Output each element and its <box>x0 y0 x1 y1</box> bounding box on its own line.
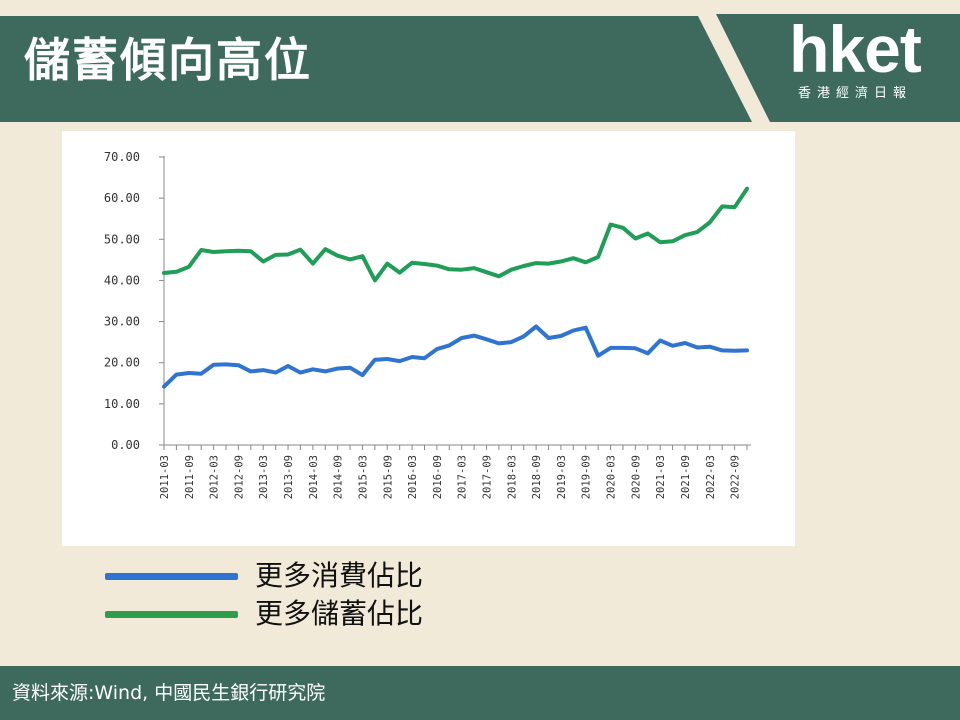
footer-banner: 資料來源:Wind, 中國民生銀行研究院 <box>0 666 960 720</box>
x-tick-label: 2021-09 <box>680 455 692 499</box>
hket-logo-subtitle: 香港經濟日報 <box>797 86 912 101</box>
title-banner <box>0 16 752 122</box>
banner-shapes <box>0 14 960 122</box>
x-tick-label: 2022-09 <box>730 455 742 499</box>
y-tick-label: 50.00 <box>104 232 140 246</box>
x-tick-label: 2014-03 <box>308 455 320 499</box>
x-tick-label: 2014-09 <box>333 455 345 499</box>
x-tick-label: 2022-03 <box>705 455 717 499</box>
x-tick-label: 2017-03 <box>457 455 469 499</box>
legend-label-savings: 更多儲蓄佔比 <box>255 597 424 630</box>
legend-item-savings: 更多儲蓄佔比 <box>105 597 525 638</box>
x-tick-label: 2012-09 <box>233 455 245 499</box>
legend-item-consumption: 更多消費佔比 <box>105 559 525 600</box>
x-tick-label: 2018-09 <box>531 455 543 499</box>
legend-swatch-savings <box>105 611 238 618</box>
series-line-savings <box>162 186 749 283</box>
x-tick-label: 2016-03 <box>407 455 419 499</box>
x-tick-label: 2018-03 <box>506 455 518 499</box>
x-tick-label: 2020-09 <box>630 455 642 499</box>
y-tick-label: 70.00 <box>104 150 140 164</box>
page-title: 儲蓄傾向高位 <box>24 33 312 87</box>
x-tick-label: 2019-09 <box>581 455 593 499</box>
y-tick-label: 40.00 <box>104 273 140 287</box>
source-note: 資料來源:Wind, 中國民生銀行研究院 <box>12 682 326 704</box>
logo-banner <box>716 14 960 122</box>
y-tick-label: 0.00 <box>111 438 140 452</box>
y-tick-label: 60.00 <box>104 191 140 205</box>
x-tick-label: 2015-09 <box>382 455 394 499</box>
x-tick-label: 2017-09 <box>482 455 494 499</box>
legend-swatch-consumption <box>105 573 238 580</box>
y-tick-label: 30.00 <box>104 315 140 329</box>
x-tick-label: 2013-09 <box>283 455 295 499</box>
x-tick-label: 2016-09 <box>432 455 444 499</box>
x-tick-label: 2021-03 <box>655 455 667 499</box>
header-banner: 儲蓄傾向高位 hket 香港經濟日報 <box>0 0 960 122</box>
x-tick-label: 2019-03 <box>556 455 568 499</box>
legend-label-consumption: 更多消費佔比 <box>255 559 424 592</box>
hket-logo: hket <box>789 12 922 86</box>
x-tick-label: 2015-03 <box>357 455 369 499</box>
x-tick-label: 2012-03 <box>209 455 221 499</box>
legend: 更多消費佔比 更多儲蓄佔比 <box>105 559 525 638</box>
x-tick-label: 2011-09 <box>184 455 196 499</box>
y-tick-label: 10.00 <box>104 397 140 411</box>
chart-panel: 70.00 60.00 50.00 40.00 30.00 20.00 10.00 0.00 2… <box>62 131 795 546</box>
x-tick-label: 2020-03 <box>606 455 618 499</box>
y-tick-label: 20.00 <box>104 356 140 370</box>
line-chart: 70.00 60.00 50.00 40.00 30.00 20.00 10.00 0.00 2… <box>104 150 751 499</box>
series-line-consumption <box>162 324 749 389</box>
x-tick-label: 2011-03 <box>159 455 171 499</box>
x-tick-label: 2013-03 <box>258 455 270 499</box>
